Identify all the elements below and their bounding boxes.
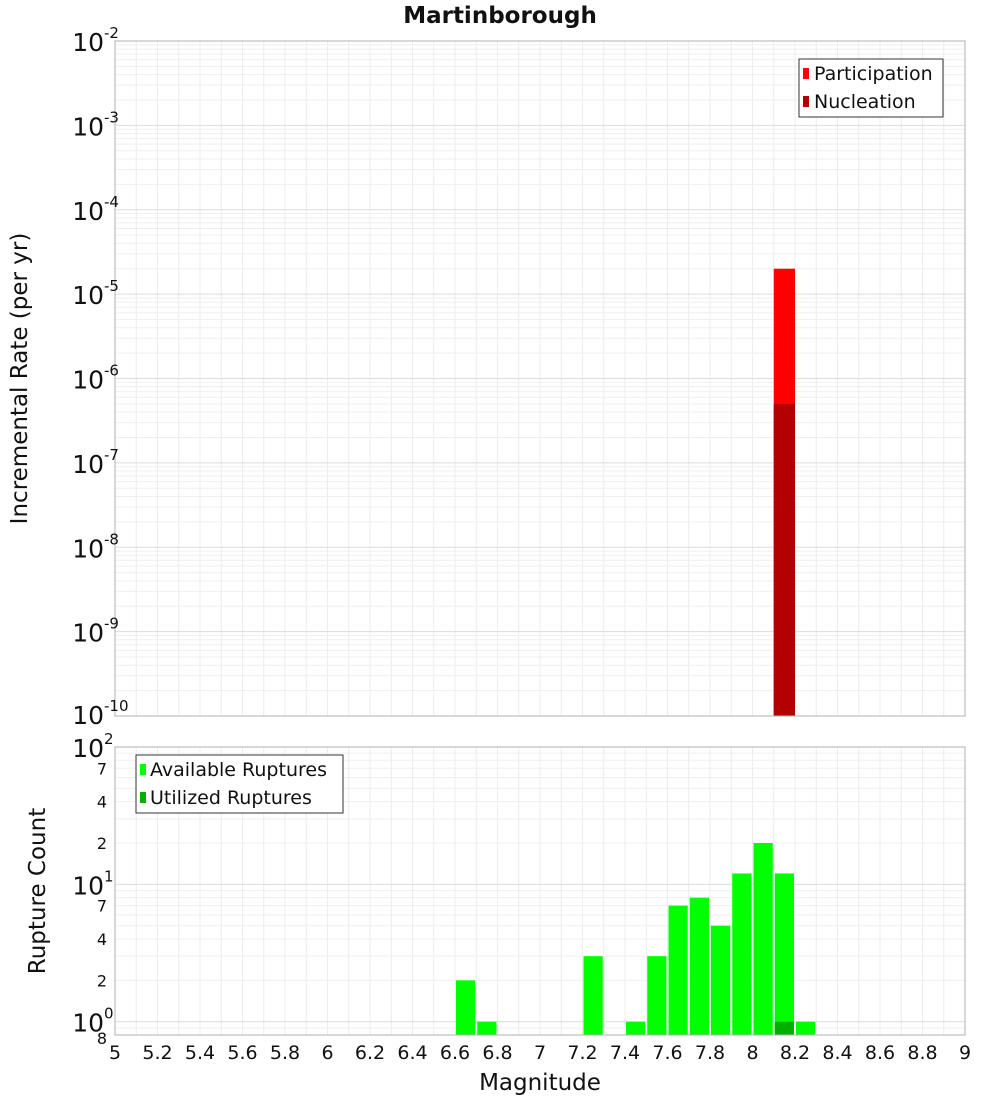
legend-swatch	[803, 96, 809, 107]
y-axis-label-bottom: Rupture Count	[25, 808, 51, 974]
y-tick-base: 10	[72, 871, 104, 900]
x-tick-label: 9	[959, 1042, 971, 1064]
bar-available-ruptures	[732, 873, 752, 1035]
plot-border-top	[114, 40, 966, 717]
x-tick-label: 8	[746, 1042, 758, 1064]
x-tick-label: 8.8	[907, 1042, 937, 1064]
bar-available-ruptures	[668, 905, 688, 1035]
y-tick-exponent: -10	[104, 697, 129, 715]
chart-title: Martinborough	[403, 3, 597, 29]
legend-swatch	[803, 68, 809, 79]
y-tick-label-top: 10 -8	[72, 530, 119, 563]
x-tick-label: 6	[321, 1042, 333, 1064]
y-tick-exponent: 1	[104, 867, 114, 885]
y-tick-base: 10	[72, 534, 104, 563]
bar-available-ruptures	[774, 873, 794, 1035]
x-tick-label: 6.2	[355, 1042, 385, 1064]
y-tick-label-top: 10 -6	[72, 362, 119, 395]
x-tick-label: 8.6	[865, 1042, 895, 1064]
y-tick-exponent: -7	[104, 446, 119, 464]
y-tick-exponent: 2	[104, 730, 114, 748]
y-minor-tick-label: 4	[97, 930, 107, 949]
y-tick-label-top: 10 -3	[72, 108, 119, 141]
x-axis-label: Magnitude	[479, 1070, 601, 1096]
y-tick-exponent: -9	[104, 615, 119, 633]
x-tick-label: 8.4	[822, 1042, 852, 1064]
x-tick-label: 5.2	[142, 1042, 172, 1064]
legend-label: Nucleation	[814, 91, 916, 113]
legend-top	[798, 58, 944, 118]
legend-bottom	[135, 754, 344, 814]
bar-available-ruptures	[753, 843, 773, 1035]
y-tick-label-top: 10 -5	[72, 277, 119, 310]
x-tick-label: 8.2	[780, 1042, 810, 1064]
x-tick-label: 5.4	[185, 1042, 215, 1064]
y-tick-label-top: 10 -7	[72, 446, 119, 479]
y-tick-base: 10	[72, 450, 104, 479]
bar-available-ruptures	[583, 956, 603, 1035]
x-tick-label: 7.4	[610, 1042, 640, 1064]
y-tick-exponent: -3	[104, 108, 119, 126]
x-tick-label: 5	[109, 1042, 121, 1064]
y-tick-exponent: -8	[104, 530, 119, 548]
y-tick-base: 10	[72, 112, 104, 141]
y-minor-tick-label: 7	[97, 897, 107, 916]
x-tick-label: 7	[534, 1042, 546, 1064]
y-minor-tick-label: 8	[97, 1029, 107, 1048]
y-tick-label-top: 10 -9	[72, 615, 119, 648]
y-tick-label-bottom: 10 0	[72, 1005, 113, 1038]
legend-label: Utilized Ruptures	[150, 787, 312, 809]
y-tick-exponent: -6	[104, 362, 119, 380]
y-tick-base: 10	[72, 28, 104, 57]
y-tick-label-bottom: 10 2	[72, 730, 113, 763]
bar-available-ruptures	[711, 925, 731, 1035]
y-minor-tick-label: 7	[97, 759, 107, 778]
y-tick-base: 10	[72, 366, 104, 395]
y-axis-label-top: Incremental Rate (per yr)	[7, 233, 33, 525]
legend-label: Available Ruptures	[150, 759, 327, 781]
legend-swatch	[140, 792, 146, 803]
bar-available-ruptures	[477, 1021, 497, 1035]
y-tick-label-bottom: 10 1	[72, 867, 113, 900]
y-minor-tick-label: 4	[97, 793, 107, 812]
x-tick-label: 7.2	[567, 1042, 597, 1064]
y-tick-base: 10	[72, 281, 104, 310]
x-tick-label: 6.4	[397, 1042, 427, 1064]
y-tick-label-top: 10 -4	[72, 193, 119, 226]
bar-available-ruptures	[689, 897, 709, 1035]
y-minor-tick-label: 2	[97, 834, 107, 853]
bar-available-ruptures	[626, 1021, 646, 1035]
bar-available-ruptures	[796, 1021, 816, 1035]
y-minor-tick-label: 2	[97, 971, 107, 990]
y-tick-exponent: -4	[104, 193, 119, 211]
x-tick-label: 6.6	[440, 1042, 470, 1064]
y-tick-label-top: 10 -2	[72, 24, 119, 57]
y-tick-base: 10	[72, 701, 104, 730]
bar-nucleation	[773, 403, 795, 716]
legend-label: Participation	[814, 63, 933, 85]
y-tick-base: 10	[72, 1009, 104, 1038]
legend-swatch	[140, 764, 146, 775]
y-tick-exponent: 0	[104, 1005, 114, 1023]
y-tick-exponent: -5	[104, 277, 119, 295]
y-tick-exponent: -2	[104, 24, 119, 42]
x-tick-label: 5.8	[270, 1042, 300, 1064]
y-tick-label-top: 10 -10	[72, 697, 128, 730]
bar-utilized-ruptures	[774, 1021, 794, 1035]
x-tick-label: 7.6	[652, 1042, 682, 1064]
bar-available-ruptures	[456, 980, 476, 1035]
x-tick-label: 5.6	[227, 1042, 257, 1064]
plot-border-bottom	[114, 746, 966, 1036]
x-tick-label: 6.8	[482, 1042, 512, 1064]
x-tick-label: 7.8	[695, 1042, 725, 1064]
y-tick-base: 10	[72, 734, 104, 763]
bar-available-ruptures	[647, 956, 667, 1035]
y-tick-base: 10	[72, 619, 104, 648]
y-tick-base: 10	[72, 197, 104, 226]
